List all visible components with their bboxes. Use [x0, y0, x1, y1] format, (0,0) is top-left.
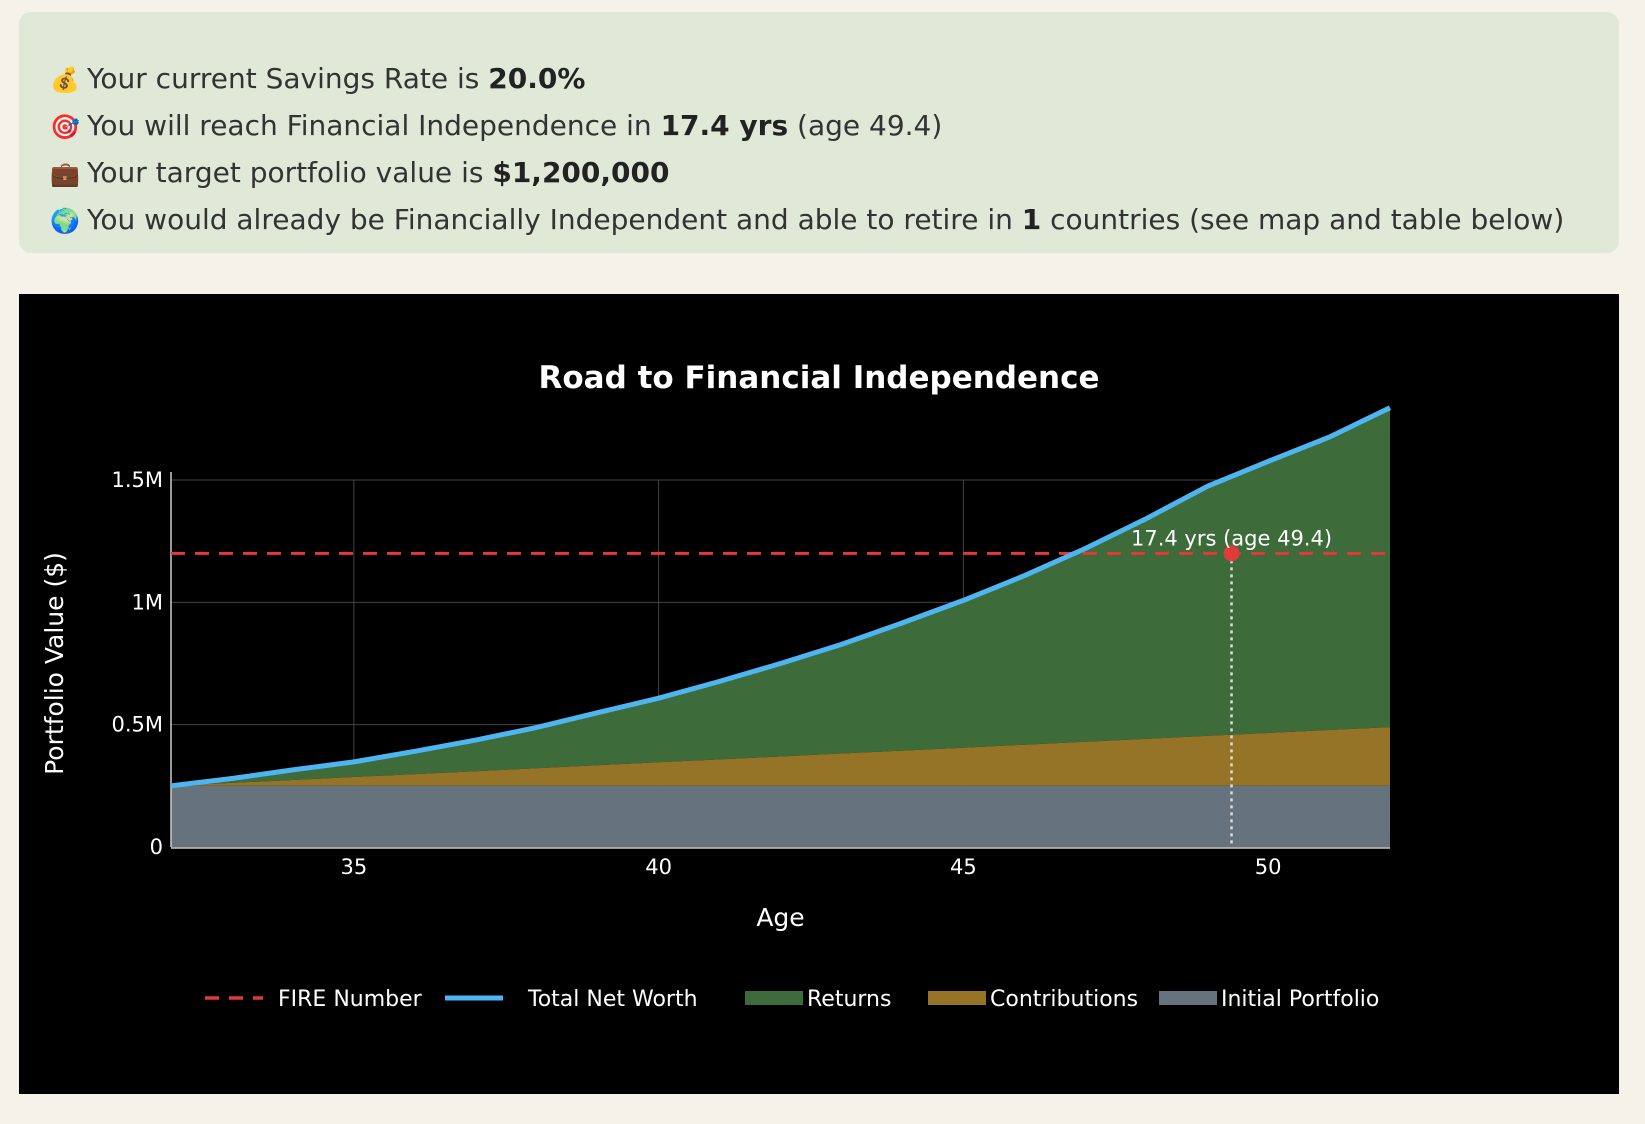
fi-time-value: 17.4 yrs [660, 109, 789, 142]
money-bag-icon: 💰 [50, 66, 80, 94]
chart-title: Road to Financial Independence [539, 360, 1100, 396]
fi-chart: Road to Financial Independence 17.4 yrs (… [40, 360, 1392, 1012]
target-icon: 🎯 [50, 113, 80, 141]
legend-initial-portfolio-label: Initial Portfolio [1221, 987, 1379, 1012]
savings-rate-line: 💰 Your current Savings Rate is 20.0% [49, 56, 1619, 103]
legend-fire-number-label: FIRE Number [278, 987, 423, 1012]
fi-time-line: 🎯 You will reach Financial Independence i… [49, 103, 1619, 150]
legend-contributions-swatch [928, 991, 986, 1005]
initial-portfolio-area [171, 785, 1390, 847]
target-portfolio-line: 💼 Your target portfolio value is $1,200,0… [49, 150, 1619, 197]
x-tick-label: 35 [340, 855, 367, 879]
fi-time-text: You will reach Financial Independence in [87, 109, 661, 142]
savings-rate-text: Your current Savings Rate is [87, 62, 489, 95]
y-tick-label: 1.5M [111, 468, 163, 492]
legend-initial-portfolio-swatch [1159, 991, 1217, 1005]
summary-box: 💰 Your current Savings Rate is 20.0% 🎯 You… [19, 12, 1619, 253]
x-tick-label: 45 [950, 855, 977, 879]
net-worth-line [170, 405, 1392, 789]
x-axis-title: Age [756, 903, 804, 932]
globe-icon: 🌍 [50, 207, 80, 235]
y-tick-label: 0.5M [111, 713, 163, 737]
returns-area [171, 407, 1390, 786]
target-portfolio-value: $1,200,000 [492, 156, 670, 189]
fi-chart-panel: Road to Financial Independence 17.4 yrs (… [19, 294, 1619, 1094]
contributions-area [171, 727, 1390, 786]
y-axis-title: Portfolio Value ($) [40, 552, 69, 775]
legend-contributions-label: Contributions [990, 987, 1138, 1012]
legend-returns-swatch [745, 991, 803, 1005]
x-tick-label: 50 [1255, 855, 1282, 879]
countries-text: You would already be Financially Indepen… [87, 203, 1022, 236]
fi-age-text: (age 49.4) [788, 109, 943, 142]
briefcase-icon: 💼 [50, 160, 80, 188]
fi-point-marker [1223, 545, 1240, 562]
y-tick-label: 0 [150, 835, 163, 859]
target-portfolio-text: Your target portfolio value is [87, 156, 493, 189]
countries-suffix: countries (see map and table below) [1041, 203, 1565, 236]
countries-line: 🌍 You would already be Financially Indepe… [49, 197, 1619, 244]
fi-point-label: 17.4 yrs (age 49.4) [1131, 526, 1332, 550]
countries-count: 1 [1021, 203, 1042, 236]
savings-rate-value: 20.0% [488, 62, 586, 95]
legend-total-net-worth-label: Total Net Worth [527, 987, 698, 1012]
legend-returns-label: Returns [807, 987, 891, 1012]
y-tick-label: 1M [132, 590, 163, 614]
x-tick-label: 40 [645, 855, 672, 879]
